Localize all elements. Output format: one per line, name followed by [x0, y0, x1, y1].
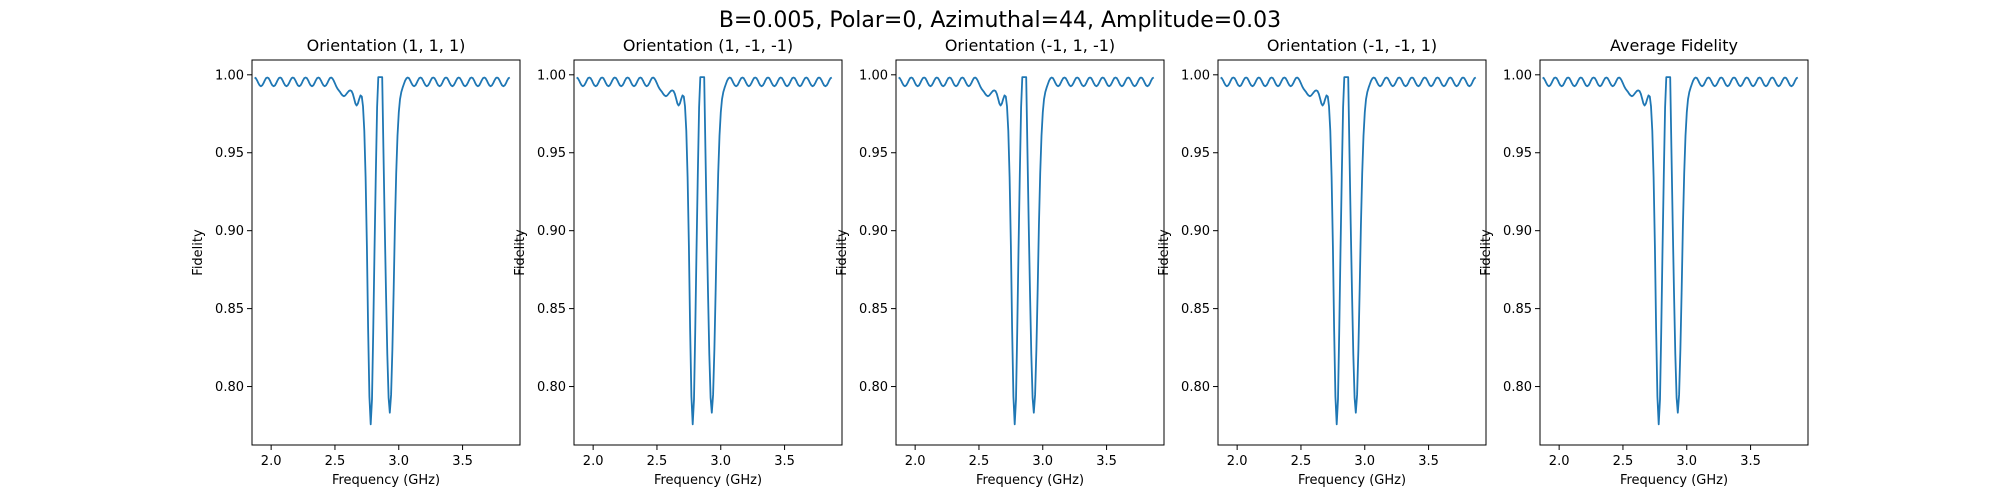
- chart-panel-3: Orientation (-1, 1, -1) 2.0 2.5 3.0 3.5 0.80 0…: [835, 36, 1165, 488]
- y-tick-label: 0.95: [215, 146, 244, 161]
- x-tick-label: 3.5: [774, 454, 795, 469]
- y-tick-label: 0.95: [1503, 146, 1532, 161]
- x-tick-label: 2.5: [325, 454, 346, 469]
- x-tick-label: 3.5: [1096, 454, 1117, 469]
- panel-title: Orientation (-1, -1, 1): [1267, 36, 1437, 55]
- x-tick-label: 3.5: [1418, 454, 1439, 469]
- series-line: [1542, 76, 1799, 426]
- x-tick-label: 3.0: [1032, 454, 1053, 469]
- panel-title: Orientation (1, -1, -1): [623, 36, 793, 55]
- y-tick-label: 1.00: [1503, 68, 1532, 83]
- x-axis-label: Frequency (GHz): [654, 473, 762, 488]
- x-tick-label: 2.0: [583, 454, 604, 469]
- x-axis-label: Frequency (GHz): [1298, 473, 1406, 488]
- x-tick-label: 2.0: [1549, 454, 1570, 469]
- y-tick-label: 1.00: [1181, 68, 1210, 83]
- y-axis-label: Fidelity: [1157, 229, 1172, 276]
- axes-frame: [251, 59, 521, 446]
- chart-panel-1: Orientation (1, 1, 1) 2.0 2.5 3.0 3.5 0.80 0.8…: [191, 36, 521, 488]
- y-tick-label: 0.95: [1181, 146, 1210, 161]
- series-line: [576, 76, 833, 426]
- figure-suptitle: B=0.005, Polar=0, Azimuthal=44, Amplitud…: [719, 8, 1281, 33]
- x-tick-label: 3.0: [1354, 454, 1375, 469]
- panel-title: Orientation (-1, 1, -1): [945, 36, 1115, 55]
- chart-panel-2: Orientation (1, -1, -1) 2.0 2.5 3.0 3.5 0.80 0…: [513, 36, 843, 488]
- y-tick-label: 0.90: [859, 224, 888, 239]
- y-tick-label: 0.90: [1503, 224, 1532, 239]
- chart-panel-4: Orientation (-1, -1, 1) 2.0 2.5 3.0 3.5 0.80 0…: [1157, 36, 1487, 488]
- x-tick-label: 2.5: [1291, 454, 1312, 469]
- y-tick-label: 0.80: [1181, 380, 1210, 395]
- x-tick-label: 3.5: [1740, 454, 1761, 469]
- x-tick-label: 2.0: [261, 454, 282, 469]
- y-tick-label: 0.90: [1181, 224, 1210, 239]
- x-tick-label: 2.0: [1227, 454, 1248, 469]
- y-axis-label: Fidelity: [513, 229, 528, 276]
- y-tick-label: 0.80: [537, 380, 566, 395]
- x-tick-label: 3.0: [1676, 454, 1697, 469]
- series-line: [1220, 76, 1477, 426]
- x-tick-label: 3.0: [710, 454, 731, 469]
- axes-frame: [1539, 59, 1809, 446]
- x-tick-label: 2.5: [647, 454, 668, 469]
- y-tick-label: 0.90: [537, 224, 566, 239]
- y-tick-label: 1.00: [215, 68, 244, 83]
- x-tick-label: 2.0: [905, 454, 926, 469]
- y-tick-label: 0.85: [1181, 302, 1210, 317]
- chart-panel-5: Average Fidelity 2.0 2.5 3.0 3.5 0.80 0.85 0.90…: [1479, 36, 1809, 488]
- y-axis-label: Fidelity: [835, 229, 850, 276]
- series-line: [254, 76, 511, 426]
- x-tick-label: 3.0: [388, 454, 409, 469]
- y-tick-label: 0.95: [859, 146, 888, 161]
- series-line: [898, 76, 1155, 426]
- x-axis-label: Frequency (GHz): [976, 473, 1084, 488]
- axes-frame: [573, 59, 843, 446]
- y-tick-label: 0.80: [859, 380, 888, 395]
- y-tick-label: 1.00: [537, 68, 566, 83]
- x-axis-label: Frequency (GHz): [1620, 473, 1728, 488]
- x-tick-label: 2.5: [1613, 454, 1634, 469]
- x-tick-label: 3.5: [452, 454, 473, 469]
- panels: Orientation (1, 1, 1) 2.0 2.5 3.0 3.5 0.80 0.8…: [191, 36, 1809, 488]
- panel-title: Orientation (1, 1, 1): [307, 36, 466, 55]
- panel-title: Average Fidelity: [1610, 36, 1738, 55]
- y-tick-label: 0.85: [1503, 302, 1532, 317]
- x-axis-label: Frequency (GHz): [332, 473, 440, 488]
- y-tick-label: 0.95: [537, 146, 566, 161]
- y-tick-label: 0.85: [537, 302, 566, 317]
- y-axis-label: Fidelity: [1479, 229, 1494, 276]
- axes-frame: [895, 59, 1165, 446]
- axes-frame: [1217, 59, 1487, 446]
- y-tick-label: 0.80: [1503, 380, 1532, 395]
- y-tick-label: 0.85: [215, 302, 244, 317]
- y-axis-label: Fidelity: [191, 229, 206, 276]
- y-tick-label: 1.00: [859, 68, 888, 83]
- y-tick-label: 0.85: [859, 302, 888, 317]
- x-tick-label: 2.5: [969, 454, 990, 469]
- y-tick-label: 0.80: [215, 380, 244, 395]
- y-tick-label: 0.90: [215, 224, 244, 239]
